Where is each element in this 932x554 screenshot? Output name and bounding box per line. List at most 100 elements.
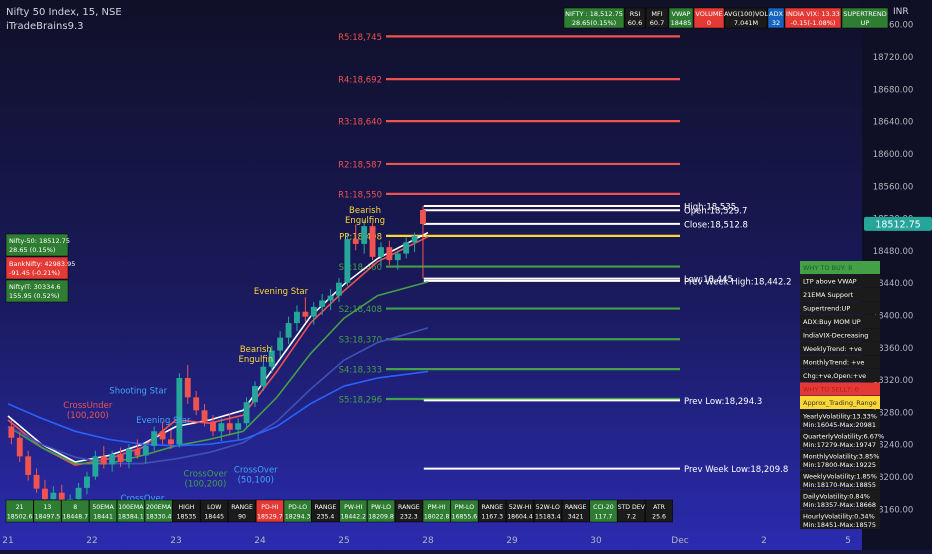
index-name: BankNifty: 42983.95 xyxy=(9,260,75,268)
bottom-table-value: 18529.7 xyxy=(257,514,283,521)
candle-body xyxy=(268,350,275,367)
bottom-table-value: 232.3 xyxy=(400,514,418,521)
top-table-header: SUPERTREND xyxy=(843,10,886,18)
signal-row xyxy=(800,429,880,449)
top-table-cell xyxy=(563,7,625,29)
candle-body xyxy=(386,247,393,261)
bottom-table-cell xyxy=(89,499,117,523)
price-tick-label: 18160.00 xyxy=(873,505,914,515)
candle-body xyxy=(50,492,57,500)
price-tick-label: 18600.00 xyxy=(873,150,914,160)
signal-text-2: Min:18451-Max:18575 xyxy=(803,521,876,529)
candle-body xyxy=(420,210,426,224)
bottom-table-header: HIGH xyxy=(178,504,194,511)
level-label: Prev Week High:18,442.2 xyxy=(684,277,792,287)
bottom-table-header: RANGE xyxy=(481,504,503,511)
top-table-header: NIFTY : 18,512.75 xyxy=(565,10,623,18)
top-table-header: INDIA VIX: 13.33 xyxy=(786,10,840,18)
signal-row xyxy=(800,274,880,288)
currency-label: INR xyxy=(893,7,909,17)
pattern-annotation: (100,200) xyxy=(185,480,227,490)
candle-body xyxy=(33,474,40,489)
top-table-cell xyxy=(693,7,725,29)
top-table-value: 7.041M xyxy=(734,19,758,27)
level-label: Prev Low:18,294.3 xyxy=(684,397,762,407)
levels-layer: R5:18,745 R4:18,692 R3:18,640 R2:18,587 R1:1… xyxy=(338,33,791,475)
top-table-cell xyxy=(784,7,842,29)
last-price-label: 18512.75 xyxy=(875,219,920,230)
time-tick-label: 2 xyxy=(761,536,767,546)
annotations-layer: CrossUnder(100,200)Shooting StarEvening … xyxy=(63,206,385,504)
candle-body xyxy=(218,423,225,432)
candle-body xyxy=(100,456,107,465)
bottom-table-header: 52W-LO xyxy=(536,504,560,511)
bottom-table-header: CCI-20 xyxy=(593,504,614,511)
bottom-table-value: 235.4 xyxy=(317,514,335,521)
candle-body xyxy=(394,253,401,261)
candle-body xyxy=(75,487,82,500)
level-label: High:18,535 xyxy=(684,202,736,212)
price-tick-label: 18360.00 xyxy=(873,344,914,354)
top-table-value: -0.15(-1.08%) xyxy=(791,19,836,27)
index-change: 28.65 (0.15%) xyxy=(9,246,55,254)
pattern-annotation: CrossOver xyxy=(234,466,278,476)
candle-body xyxy=(252,386,258,403)
bottom-table-cell xyxy=(617,499,646,523)
candle-body xyxy=(25,456,32,475)
pattern-annotation: (50,100) xyxy=(238,476,274,486)
bottom-table-value: 18497.5 xyxy=(35,514,61,521)
signal-text-2: Min:18357-Max:18668 xyxy=(803,501,876,509)
signals-panel: WHY TO BUY: 8 LTP above VWAP 21EMA Support… xyxy=(800,261,884,529)
bottom-table-header: 200EMA xyxy=(146,504,172,511)
bottom-table-cell xyxy=(561,499,590,523)
signal-row xyxy=(800,288,880,301)
bottom-table-value: 18209.8 xyxy=(368,514,394,521)
candle-body xyxy=(310,306,317,317)
price-tick-label: 18400.00 xyxy=(873,312,914,322)
signal-text: Supertrend:UP xyxy=(803,305,850,313)
top-table-cell xyxy=(724,7,768,29)
bottom-table-value: 18535 xyxy=(177,514,197,521)
price-tick-label: 18640.00 xyxy=(873,118,914,128)
top-table-value: 28.65(0.15%) xyxy=(572,19,616,27)
bottom-table-header: PD-LO xyxy=(288,504,307,511)
signal-row xyxy=(800,489,880,509)
signal-text: LTP above VWAP xyxy=(803,278,857,286)
price-tick-label: 18720.00 xyxy=(873,53,914,63)
candle-body xyxy=(16,437,23,457)
signal-row xyxy=(800,261,880,274)
price-tick-label: 18560.00 xyxy=(873,182,914,192)
candle-body xyxy=(294,311,300,324)
index-row xyxy=(5,279,69,303)
candle-body xyxy=(327,295,334,301)
signal-text: YearlyVolatility:13.33% xyxy=(802,413,877,421)
index-name: NiftyIT: 30334.6 xyxy=(9,283,61,291)
signal-text: WHY TO SELL?: 0 xyxy=(803,386,859,394)
chart-title: Nifty 50 Index, 15, NSE xyxy=(6,7,122,18)
bottom-table-header: PM-HI xyxy=(428,504,446,511)
candle-body xyxy=(159,431,166,440)
bottom-table-header: LOW xyxy=(207,504,221,511)
signal-row xyxy=(800,509,880,529)
price-tick-label: 18680.00 xyxy=(873,85,914,95)
candle-body xyxy=(226,423,233,430)
price-tick-label: 18320.00 xyxy=(873,376,914,386)
price-tick-label: 18480.00 xyxy=(873,247,914,257)
price-tick-label: 18200.00 xyxy=(873,473,914,483)
top-table-cell xyxy=(841,7,889,29)
signal-text-2: Min:18170-Max:18855 xyxy=(803,481,876,489)
ma-line xyxy=(7,370,429,447)
time-axis[interactable]: 21 22 23 24 25 28 29 30 Dec 2 5 xyxy=(2,536,851,546)
signal-row xyxy=(800,369,880,382)
candle-body xyxy=(126,449,132,462)
level-label: Low:18,445 xyxy=(684,275,733,285)
candle-body xyxy=(84,476,90,488)
price-tick-label: 18280.00 xyxy=(873,408,914,418)
top-table-header: VWAP xyxy=(672,10,691,18)
signal-text: IndiaVIX-Decreasing xyxy=(803,332,868,340)
signal-text: WeeklyVolatility:1.85% xyxy=(803,473,877,481)
candle-body xyxy=(92,456,99,477)
